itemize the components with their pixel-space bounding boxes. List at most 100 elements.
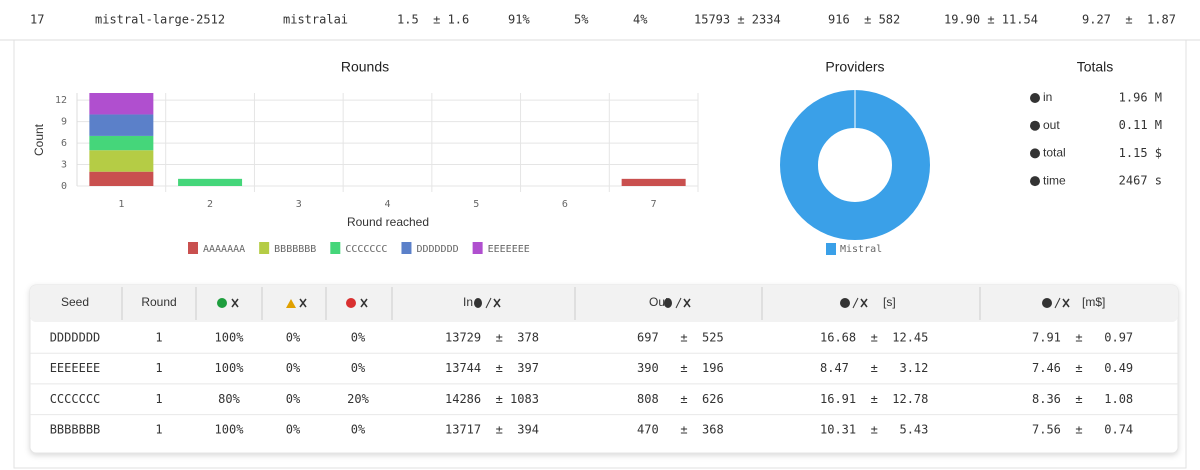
legend-swatch: [826, 243, 836, 255]
bar-segment: [89, 171, 154, 186]
table-cell: 1: [155, 392, 162, 406]
table-cell: 8.47 ± 3.12: [820, 361, 928, 375]
x-tick-label: 4: [384, 199, 390, 210]
summary-cell: 9.27 ± 1.87: [1082, 13, 1176, 27]
table-cell: 697 ± 525: [637, 331, 724, 345]
totals-icon: [1030, 176, 1040, 187]
column-header: In: [463, 295, 473, 309]
x-tick-label: 1: [118, 199, 124, 210]
table-cell: 14286 ± 1083: [445, 392, 539, 406]
summary-cell: 1.5 ± 1.6: [397, 13, 469, 27]
table-cell: 1: [155, 423, 162, 437]
totals-icon: [1030, 93, 1040, 103]
x-tick-label: 7: [651, 199, 657, 210]
chart-title: Providers: [825, 59, 884, 75]
table-cell: 7.91 ± 0.97: [1032, 331, 1133, 345]
summary-cell: 5%: [574, 13, 589, 27]
table-cell: CCCCCCC: [50, 392, 101, 406]
legend-label: EEEEEEE: [488, 244, 530, 255]
totals-label: in: [1043, 90, 1052, 104]
table-cell: 13717 ± 394: [445, 423, 539, 437]
legend-swatch: [330, 242, 341, 254]
table-cell: 0%: [351, 331, 366, 345]
column-header: [m$]: [1082, 295, 1105, 309]
table-cell: 0%: [351, 423, 366, 437]
legend-swatch: [401, 242, 412, 254]
table-cell: 13729 ± 378: [445, 331, 539, 345]
table-cell: 470 ± 368: [637, 423, 724, 437]
column-header: Out: [649, 295, 669, 309]
totals-icon: [1030, 120, 1040, 131]
summary-cell: 17: [30, 13, 44, 27]
table-cell: 100%: [215, 423, 245, 437]
totals-value: 2467 s: [1119, 174, 1162, 188]
bar-segment: [89, 114, 154, 136]
summary-cell: 916 ± 582: [828, 13, 900, 27]
table-cell: DDDDDDD: [50, 331, 101, 345]
table-cell: 390 ± 196: [637, 361, 724, 375]
y-axis-label: Count: [32, 123, 46, 156]
table-cell: 1: [155, 361, 162, 375]
bar-segment: [178, 178, 243, 186]
bar-segment: [89, 135, 154, 151]
table-cell: 13744 ± 397: [445, 361, 539, 375]
totals-label: time: [1043, 173, 1066, 187]
table-cell: 0%: [286, 331, 301, 345]
summary-cell: 4%: [633, 13, 648, 27]
table-cell: 0%: [286, 361, 301, 375]
table-cell: 10.31 ± 5.43: [820, 423, 928, 437]
table-cell: 16.91 ± 12.78: [820, 392, 928, 406]
bar-segment: [89, 93, 154, 115]
table-cell: 0%: [286, 392, 301, 406]
legend-swatch: [259, 242, 270, 254]
column-header: Round: [141, 295, 176, 309]
table-cell: 100%: [215, 361, 245, 375]
column-header: [s]: [883, 295, 896, 309]
bar-segment: [621, 178, 686, 186]
summary-cell: 19.90 ± 11.54: [944, 13, 1038, 27]
table-cell: 100%: [215, 331, 245, 345]
legend-label: AAAAAAA: [203, 244, 245, 255]
x-tick-label: 6: [562, 199, 568, 210]
totals-label: out: [1043, 118, 1060, 132]
x-tick-label: 2: [207, 199, 213, 210]
y-tick-label: 3: [61, 160, 67, 171]
table-panel: [29, 284, 1179, 454]
table-header: [30, 285, 1178, 322]
table-cell: 7.56 ± 0.74: [1032, 423, 1133, 437]
totals-value: 1.96 M: [1119, 91, 1162, 105]
table-cell: 0%: [351, 361, 366, 375]
legend-label: CCCCCCC: [345, 244, 387, 255]
totals-value: 1.15 $: [1119, 146, 1162, 160]
table-cell: 20%: [347, 392, 369, 406]
y-tick-label: 6: [61, 138, 67, 149]
summary-cell: 15793 ± 2334: [694, 13, 781, 27]
table-cell: 7.46 ± 0.49: [1032, 361, 1133, 375]
table-cell: BBBBBBB: [50, 423, 101, 437]
legend-swatch: [472, 242, 483, 254]
table-cell: 16.68 ± 12.45: [820, 331, 928, 345]
totals-icon: [1030, 148, 1040, 159]
summary-cell: mistralai: [283, 13, 348, 27]
table-cell: 1: [155, 331, 162, 345]
table-cell: 0%: [286, 423, 301, 437]
table-cell: 8.36 ± 1.08: [1032, 392, 1133, 406]
legend-label: Mistral: [840, 244, 882, 255]
x-tick-label: 5: [473, 199, 479, 210]
totals-value: 0.11 M: [1119, 118, 1162, 132]
bar-segment: [89, 150, 154, 172]
column-header: Seed: [61, 295, 89, 309]
table-cell: EEEEEEE: [50, 361, 101, 375]
summary-cell: 91%: [508, 13, 530, 27]
header-icons: [217, 297, 1070, 309]
table-cell: 808 ± 626: [637, 392, 724, 406]
y-tick-label: 0: [61, 181, 67, 192]
totals-title: Totals: [1077, 59, 1114, 75]
legend-swatch: [188, 242, 198, 254]
x-tick-label: 3: [296, 199, 302, 210]
chart-title: Rounds: [341, 59, 389, 75]
totals-label: total: [1043, 146, 1066, 160]
table-cell: 80%: [218, 392, 240, 406]
